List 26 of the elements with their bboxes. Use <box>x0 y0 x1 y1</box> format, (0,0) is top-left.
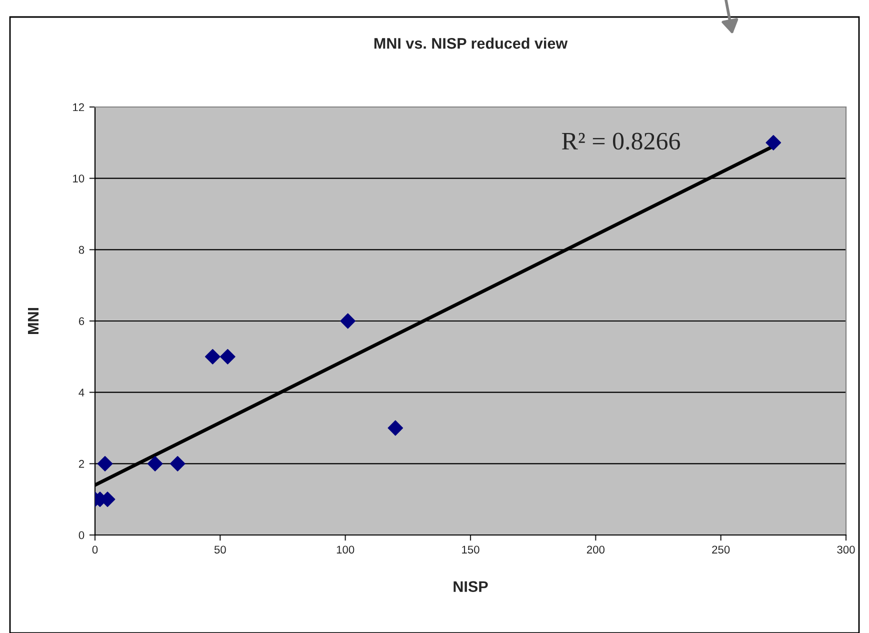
chart-title: MNI vs. NISP reduced view <box>374 38 568 49</box>
x-tick-label: 100 <box>336 546 354 554</box>
y-tick-label: 10 <box>73 174 84 182</box>
x-tick-label: 150 <box>462 546 480 554</box>
y-tick-label: 6 <box>78 317 84 326</box>
x-tick-label: 200 <box>586 546 604 554</box>
y-tick-label: 0 <box>78 531 84 540</box>
point <box>204 348 220 364</box>
y-tick-label: 2 <box>78 460 84 468</box>
point <box>766 134 782 150</box>
y-tick-label: 4 <box>78 388 84 396</box>
point <box>97 456 113 472</box>
annotation: R² = 0.8266 <box>562 132 680 150</box>
y-tick-label: 12 <box>73 103 84 112</box>
point <box>170 456 186 472</box>
point <box>388 420 404 436</box>
x-tick-label: 300 <box>837 546 855 554</box>
point <box>147 456 163 472</box>
x-tick-label: 0 <box>92 546 98 554</box>
y-tick-label: 8 <box>78 246 84 254</box>
y-axis-title: MNI <box>28 308 38 334</box>
point <box>340 313 356 329</box>
x-tick-label: 250 <box>712 546 730 554</box>
x-axis-title: NISP <box>454 581 488 592</box>
point <box>220 348 236 364</box>
x-tick-label: 50 <box>214 546 226 554</box>
